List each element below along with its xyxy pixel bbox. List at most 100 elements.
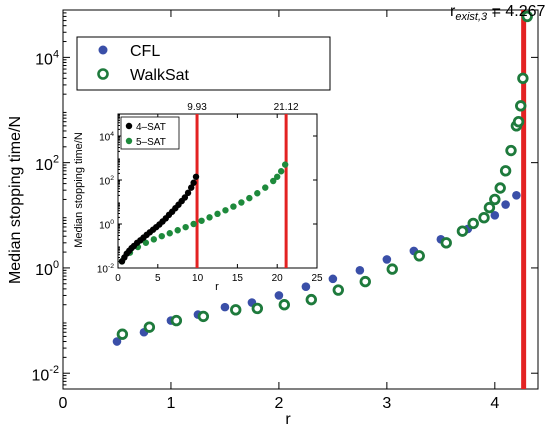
sat4-point	[192, 173, 200, 180]
cfl-point	[512, 190, 521, 200]
main-x-tick-label: 3	[382, 395, 391, 412]
threshold-label: rexist,3 = 4.267	[450, 3, 546, 23]
inset-x-tick-label: 10	[192, 273, 204, 284]
main-y-tick-label: 102	[35, 154, 59, 174]
inset-legend: 4–SAT 5–SAT	[120, 116, 180, 150]
walksat-point	[521, 10, 533, 23]
sat5-point	[270, 177, 277, 185]
legend-label-4sat: 4–SAT	[136, 122, 166, 133]
walksat-point	[230, 304, 242, 316]
sat5-point	[274, 173, 281, 180]
inset-x-tick-label: 25	[311, 273, 323, 284]
inset-ticks: 0 5 10 15 20 25 10-2 100 102 104	[97, 114, 323, 284]
sat5-point	[198, 217, 205, 224]
inset-y-tick-label: 102	[99, 175, 114, 188]
main-x-tick-label: 2	[274, 395, 283, 412]
walksat-point	[440, 237, 452, 249]
sat4-point	[181, 194, 189, 201]
main-y-tick-label: 10-2	[32, 364, 59, 384]
walksat-point	[489, 193, 501, 206]
legend-label-cfl: CFL	[130, 43, 160, 60]
sat5-point	[246, 194, 253, 202]
walksat-point	[197, 310, 210, 323]
legend-label-walksat: WalkSat	[130, 67, 190, 84]
inset-data-marks	[118, 161, 289, 265]
main-y-tick-label: 100	[35, 259, 59, 279]
sat5-point	[262, 184, 269, 191]
cfl-point	[490, 210, 500, 220]
cfl-point	[355, 266, 365, 275]
inset-y-tick-label: 104	[99, 131, 114, 144]
walksat-point	[143, 321, 156, 333]
main-legend: CFL WalkSat	[76, 36, 331, 91]
walksat-point	[499, 165, 512, 177]
inset-plot-frame	[117, 113, 318, 269]
inset-y-tick-label: 10-2	[97, 263, 114, 276]
inset-threshold-lines: 9.93 21.12	[187, 102, 299, 268]
inset-x-tick-label: 0	[115, 273, 121, 284]
sat5-point	[158, 232, 165, 240]
sat4-point	[190, 179, 197, 186]
sat5-point	[150, 236, 158, 243]
walksat-point	[483, 201, 496, 214]
inset-x-tick-label: 15	[232, 273, 244, 284]
sat4-point	[184, 189, 192, 197]
main-data-marks	[112, 10, 533, 346]
sat5-point	[182, 223, 189, 231]
sat5-point	[222, 207, 229, 214]
walksat-point	[467, 217, 479, 230]
inset-x-tick-label: 5	[155, 273, 161, 284]
walksat-point	[478, 212, 490, 224]
main-legend-box	[76, 36, 331, 91]
walksat-point	[278, 299, 291, 311]
legend-marker-cfl	[98, 45, 108, 55]
main-x-tick-label: 1	[167, 395, 176, 412]
walksat-point	[170, 314, 183, 327]
walksat-point	[251, 302, 264, 315]
inset-chart: 0 5 10 15 20 25 10-2 100 102 104 9.93 21.12 r Medi…	[73, 102, 323, 293]
cfl-point	[328, 274, 338, 284]
walksat-point	[386, 263, 398, 275]
sat5-point	[190, 220, 197, 228]
inset-vline-label: 9.93	[187, 102, 207, 113]
legend-marker-5sat	[125, 137, 133, 145]
inset-vline-label: 21.12	[274, 102, 299, 113]
walksat-point	[505, 144, 517, 157]
walksat-point	[116, 328, 129, 340]
walksat-point	[456, 225, 469, 237]
cfl-point	[501, 200, 510, 209]
sat5-point	[174, 227, 181, 234]
cfl-point	[382, 255, 392, 264]
cfl-point	[220, 302, 230, 312]
walksat-point	[517, 72, 529, 85]
walksat-point	[512, 115, 525, 128]
sat5-point	[281, 161, 289, 168]
legend-marker-walksat	[97, 68, 109, 80]
main-x-axis-label: r	[285, 411, 291, 428]
walksat-point	[359, 275, 371, 288]
sat5-point	[277, 168, 285, 175]
cfl-point	[301, 282, 311, 291]
cfl-point	[274, 291, 284, 300]
main-x-tick-label: 0	[59, 395, 68, 412]
inset-x-axis-label: r	[215, 281, 219, 293]
sat5-point	[166, 230, 173, 237]
legend-label-5sat: 5–SAT	[136, 137, 166, 148]
sat5-point	[206, 214, 213, 221]
main-x-tick-label: 4	[490, 395, 499, 412]
inset-y-tick-label: 100	[99, 219, 114, 232]
cfl-point	[112, 337, 122, 346]
sat4-point	[188, 184, 195, 191]
inset-y-axis-label: Median stopping time/N	[73, 132, 85, 248]
sat5-point	[254, 190, 261, 197]
main-y-axis-label: Median stopping time/N	[7, 116, 24, 284]
walksat-point	[413, 250, 425, 262]
walksat-point	[332, 284, 344, 296]
walksat-point	[515, 100, 527, 112]
threshold-label-sub: exist,3	[455, 11, 488, 23]
legend-marker-4sat	[125, 122, 133, 130]
threshold-label-value: = 4.267	[487, 3, 545, 20]
